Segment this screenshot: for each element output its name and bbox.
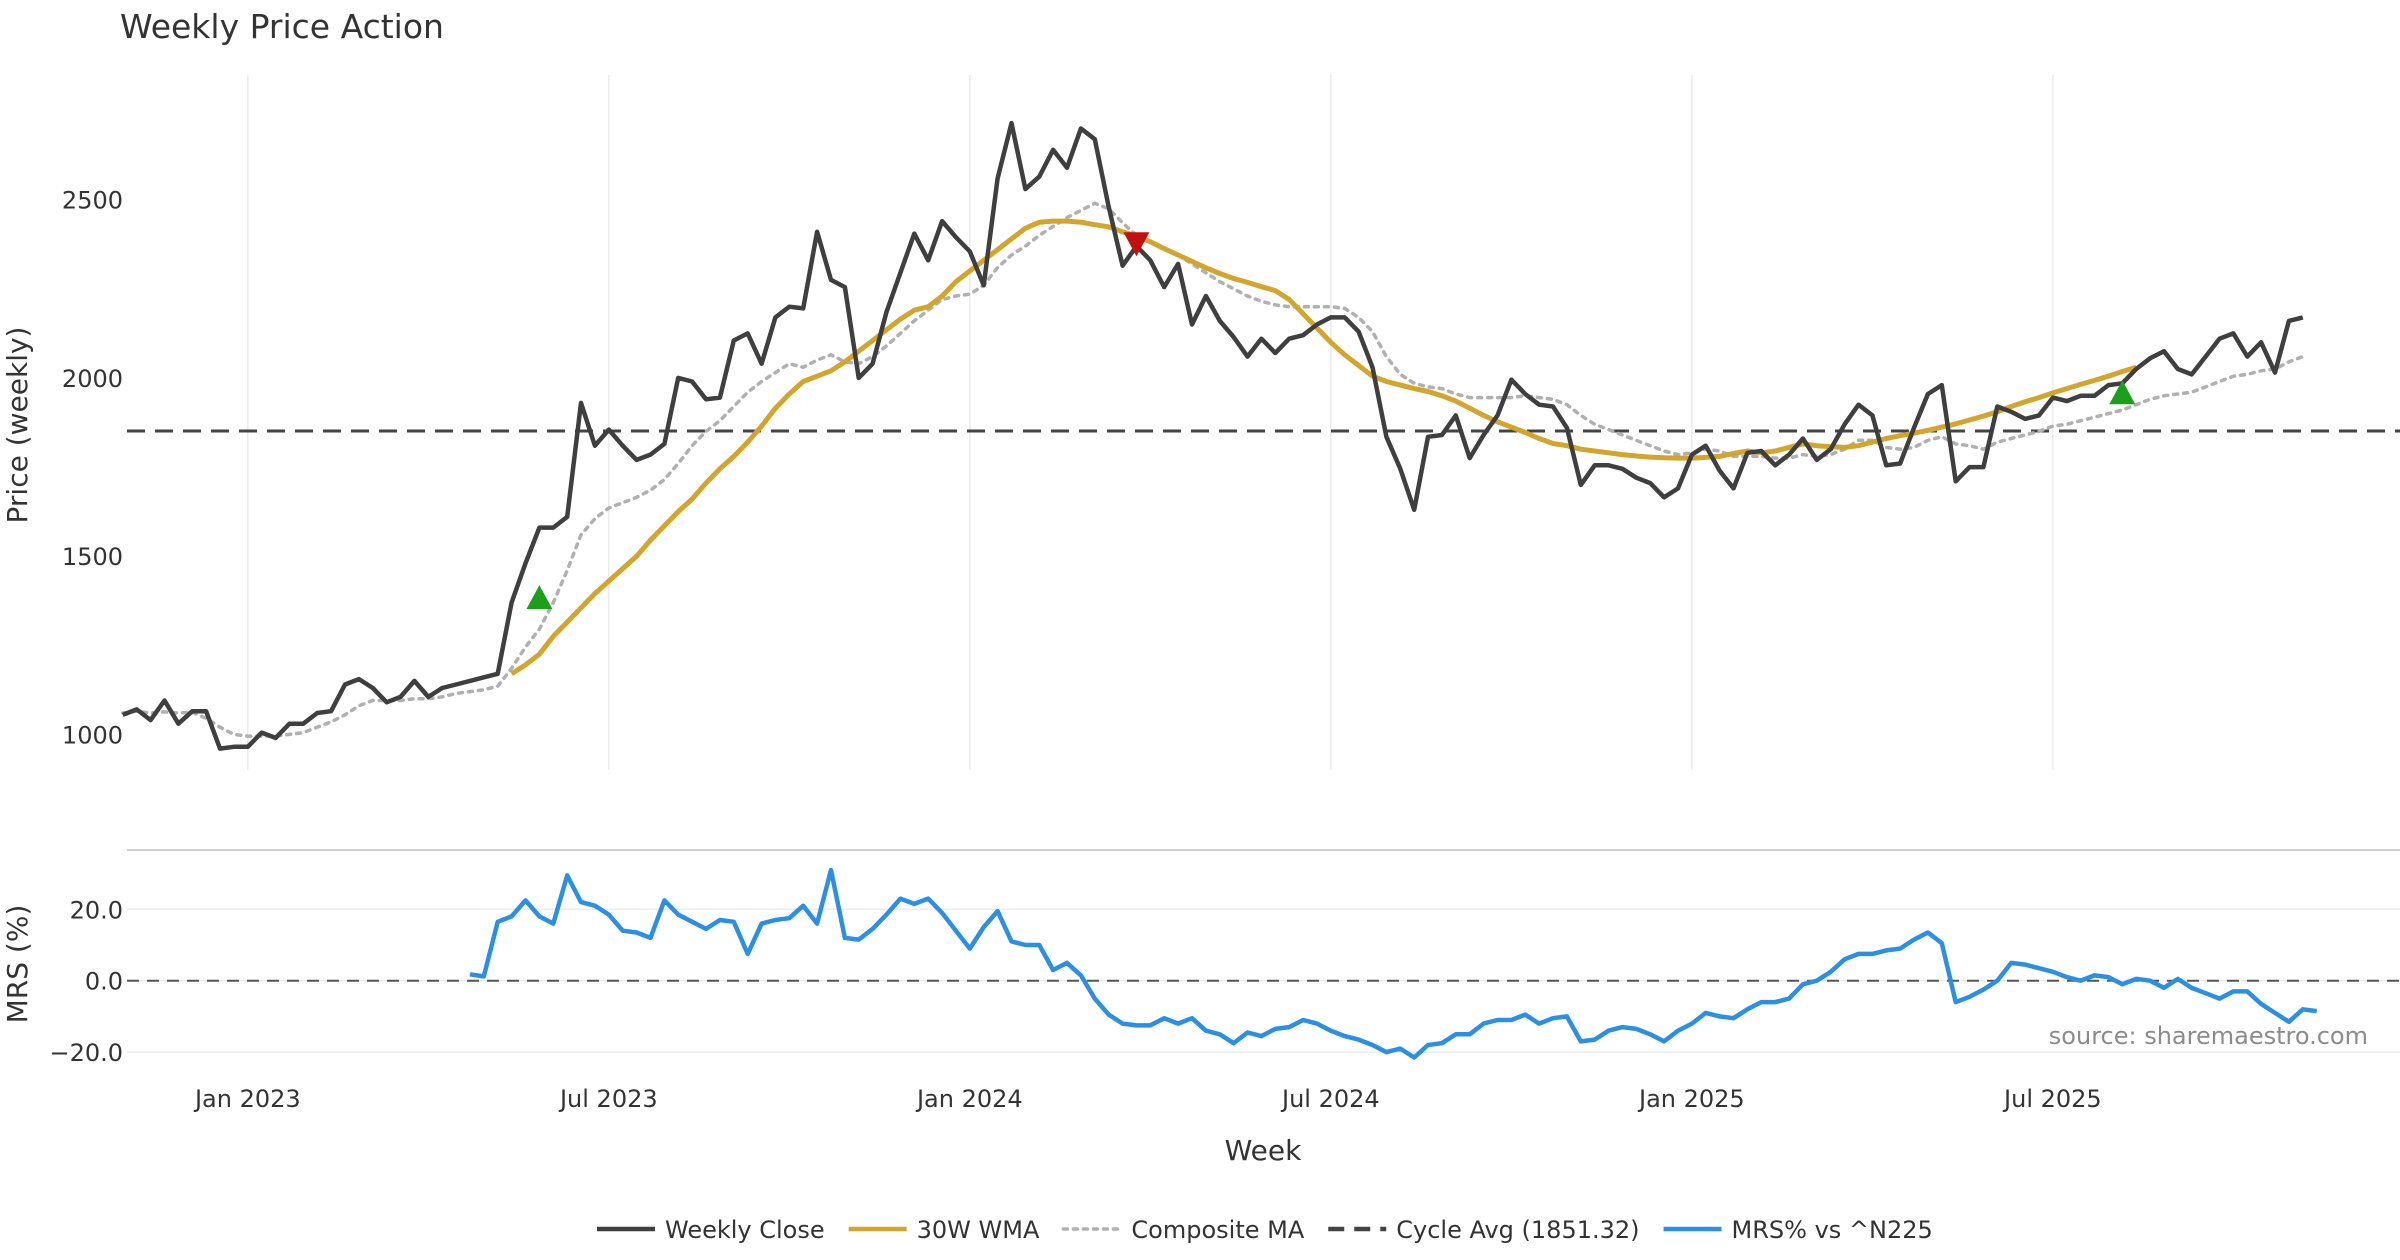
legend-label-mrs: MRS% vs ^N225 xyxy=(1732,1216,1933,1244)
weekly-close-line xyxy=(121,120,2304,751)
price-y-tick-label: 1000 xyxy=(62,721,123,749)
price-y-tick-label: 2500 xyxy=(62,187,123,215)
legend-label-cycle: Cycle Avg (1851.32) xyxy=(1396,1216,1639,1244)
signal-markers xyxy=(526,232,2136,610)
mrs-gridlines xyxy=(127,908,2400,1053)
mrs-y-ticks: −20.0 0.0 20.0 xyxy=(49,896,123,1067)
x-tick-label: Jul 2025 xyxy=(2002,1085,2102,1113)
legend-label-close: Weekly Close xyxy=(665,1216,825,1244)
price-y-tick-label: 2000 xyxy=(62,365,123,393)
legend-item-mrs: MRS% vs ^N225 xyxy=(1663,1216,1933,1244)
legend-label-composite: Composite MA xyxy=(1131,1216,1304,1244)
price-y-ticks: 1000 1500 2000 2500 xyxy=(62,187,123,750)
x-tick-label: Jan 2025 xyxy=(1637,1085,1745,1113)
source-note: source: sharemaestro.com xyxy=(2049,1022,2368,1050)
x-tick-label: Jul 2024 xyxy=(1280,1085,1380,1113)
x-tick-label: Jul 2023 xyxy=(558,1085,658,1113)
legend-item-composite: Composite MA xyxy=(1061,1216,1305,1244)
sell-signal-marker xyxy=(1123,232,1150,257)
x-axis-ticks: Jan 2023 Jul 2023 Jan 2024 Jul 2024 Jan 2025… xyxy=(193,1085,2102,1113)
mrs-y-tick-label: −20.0 xyxy=(49,1039,123,1067)
x-tick-label: Jan 2023 xyxy=(193,1085,301,1113)
mrs-line xyxy=(469,867,2317,1060)
legend-label-wma: 30W WMA xyxy=(917,1216,1040,1244)
x-tick-label: Jan 2024 xyxy=(915,1085,1023,1113)
price-y-axis-title: Price (weekly) xyxy=(1,327,34,524)
buy-signal-marker xyxy=(2109,380,2136,405)
wma-30w-line xyxy=(510,218,2137,676)
legend-item-cycle: Cycle Avg (1851.32) xyxy=(1328,1216,1640,1244)
composite-ma-line xyxy=(121,201,2305,738)
legend-item-wma: 30W WMA xyxy=(848,1216,1040,1244)
mrs-y-axis-title: MRS (%) xyxy=(1,905,34,1024)
chart-title: Weekly Price Action xyxy=(120,7,444,46)
legend: Weekly Close 30W WMA Composite MA Cycle Avg… xyxy=(597,1216,1933,1244)
legend-item-close: Weekly Close xyxy=(597,1216,825,1244)
buy-signal-marker xyxy=(526,585,553,610)
price-gridlines xyxy=(247,75,2054,770)
price-y-tick-label: 1500 xyxy=(62,543,123,571)
mrs-y-tick-label: 0.0 xyxy=(85,968,123,996)
mrs-y-tick-label: 20.0 xyxy=(70,896,123,924)
x-axis-title: Week xyxy=(1225,1134,1302,1167)
